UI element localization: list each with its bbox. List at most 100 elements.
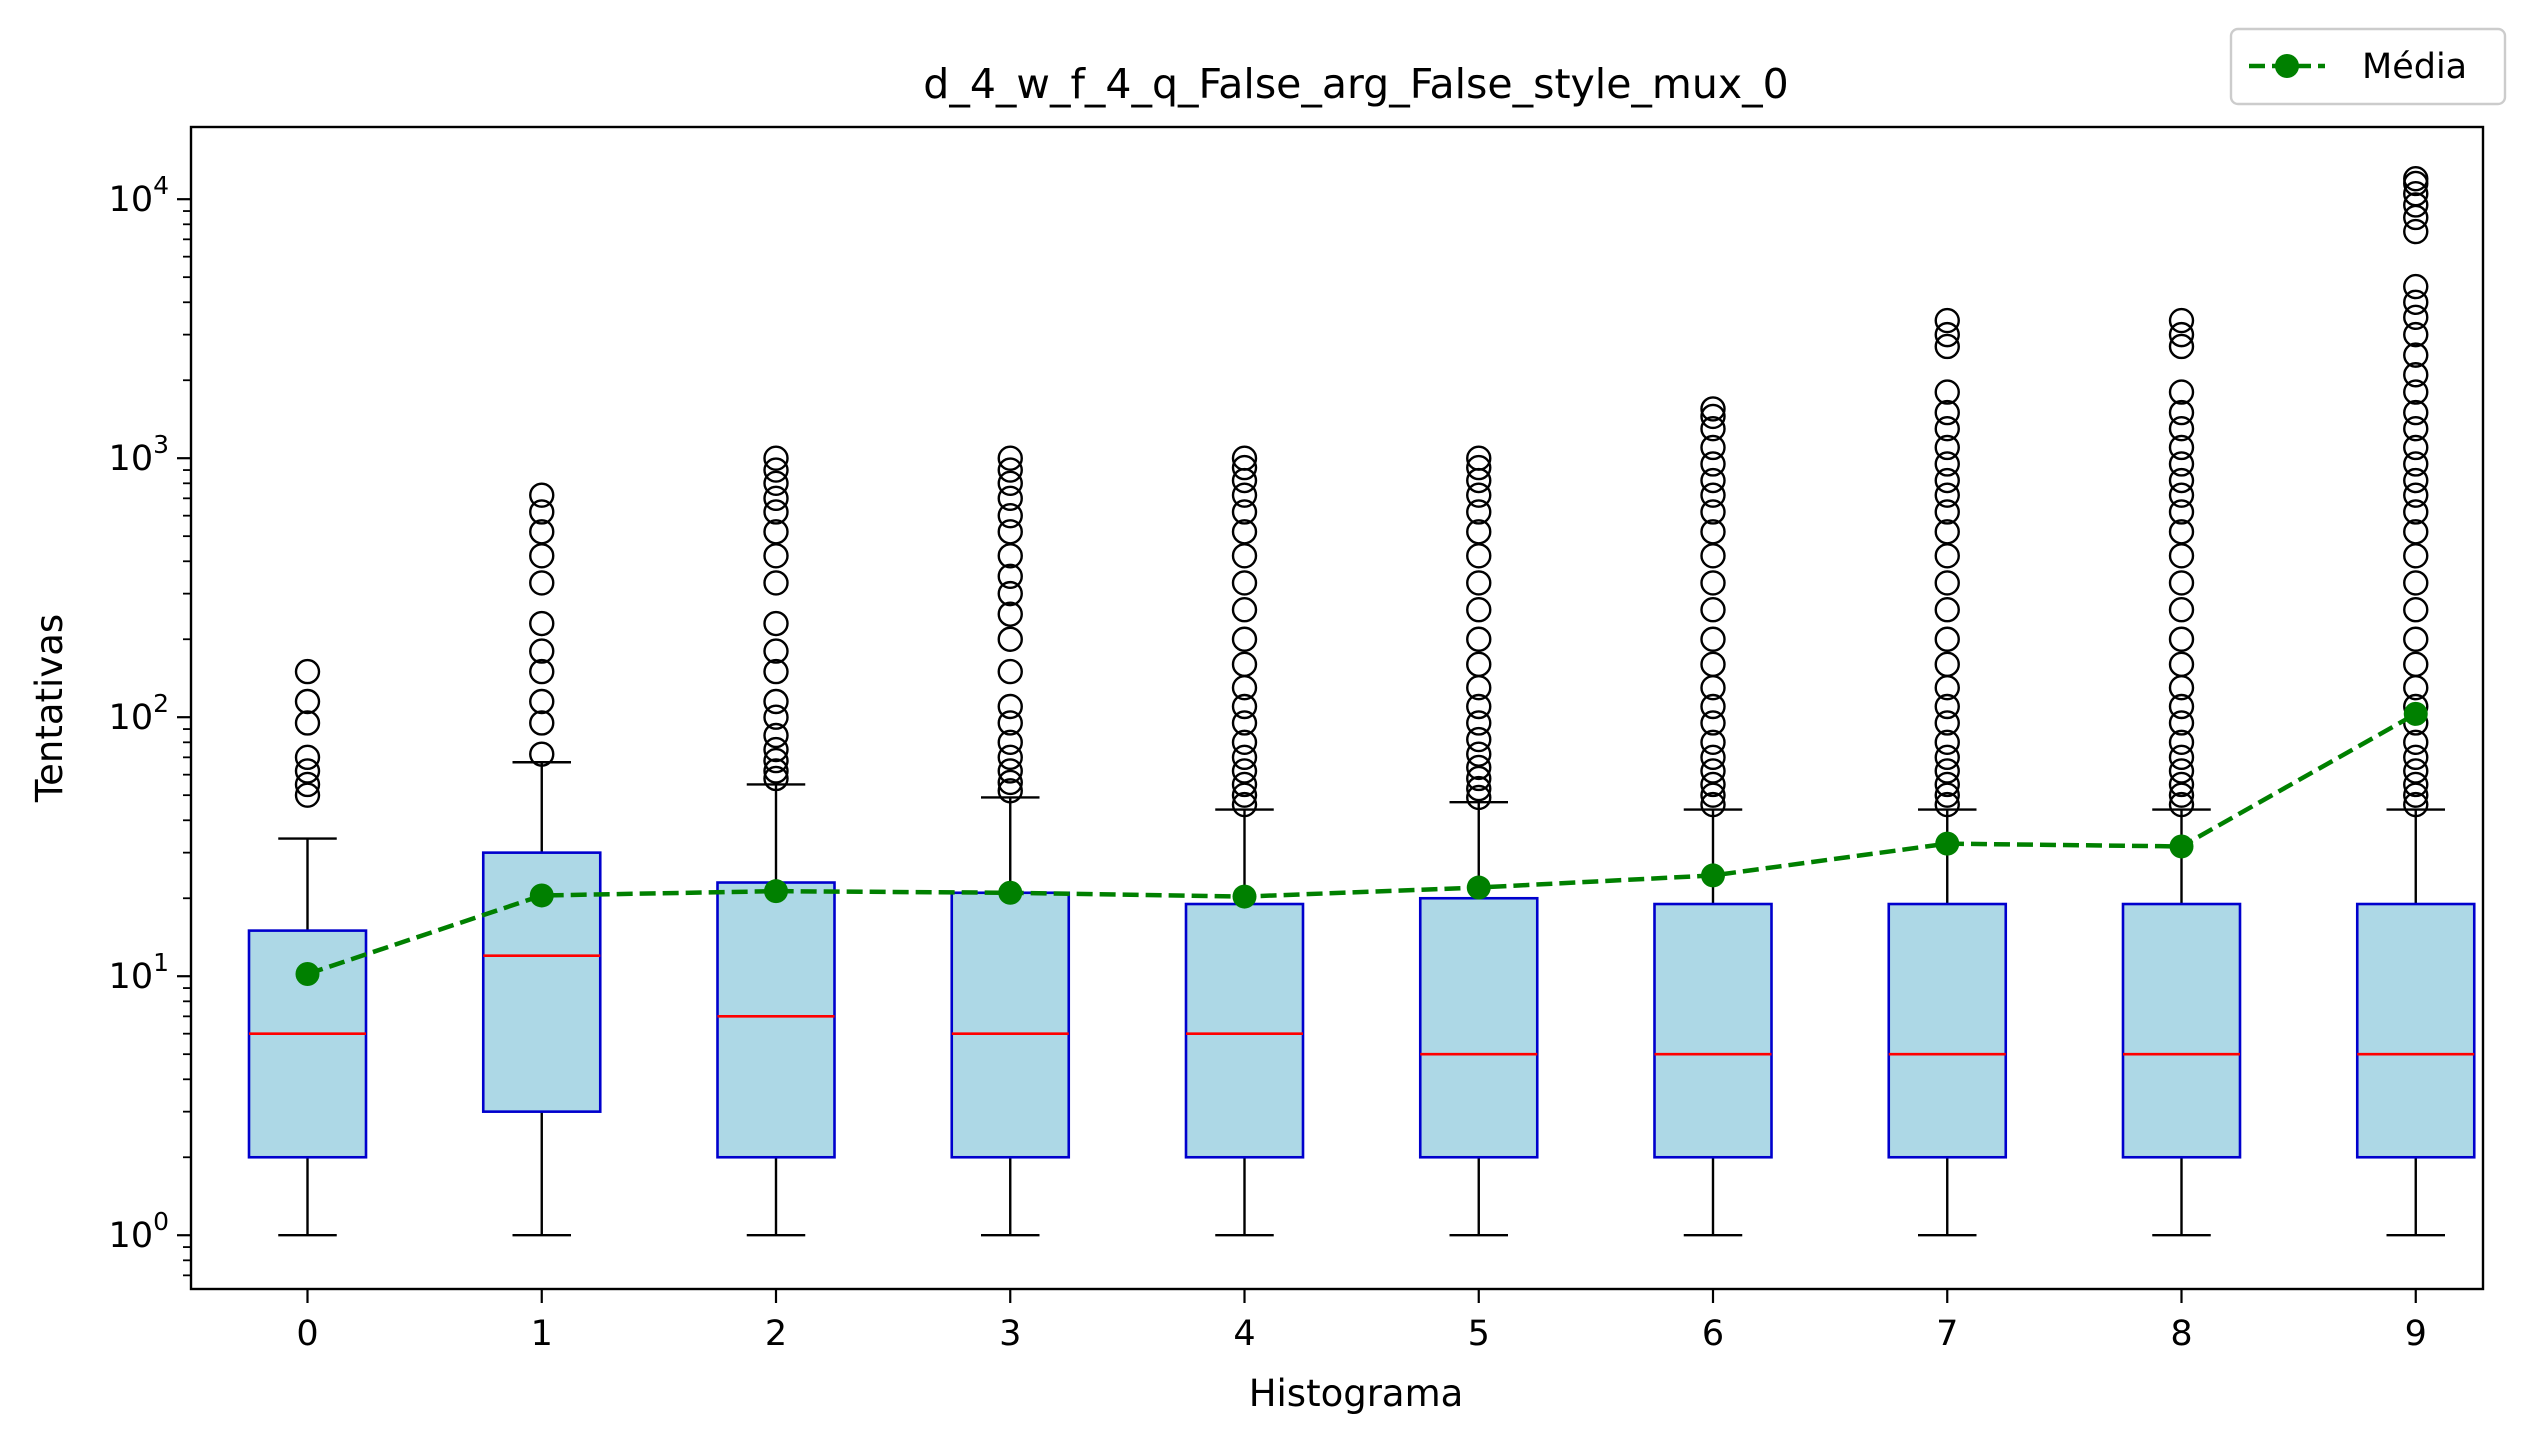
flier-point <box>997 744 1023 771</box>
flier-point <box>529 482 555 508</box>
flier-point <box>1466 570 1492 596</box>
flier-point <box>1466 765 1492 792</box>
flier-point <box>1466 693 1492 720</box>
flier-point <box>2168 626 2195 652</box>
flier-point <box>1466 445 1492 471</box>
flier-point <box>1700 626 1726 652</box>
y-tick-base: 10 <box>109 698 154 738</box>
mean-point <box>1935 831 1960 856</box>
flier-point <box>763 485 789 512</box>
flier-point <box>763 638 789 664</box>
flier-point <box>1700 758 1726 784</box>
box-body <box>716 881 836 1159</box>
flier-point <box>2168 434 2195 461</box>
flier-point <box>1466 726 1492 753</box>
y-tick-exponent: 1 <box>153 948 169 977</box>
mean-point <box>998 880 1023 905</box>
flier-point <box>763 519 789 545</box>
flier-point <box>294 658 321 685</box>
y-minor-ticks <box>183 210 191 1277</box>
flier-point <box>763 747 789 774</box>
flier-point <box>2403 399 2429 426</box>
flier-point <box>763 704 789 730</box>
flier-point <box>2403 467 2429 494</box>
flier-point <box>763 758 789 784</box>
flier-point <box>997 485 1023 512</box>
flier-point <box>2403 597 2429 623</box>
x-tick-label: 5 <box>1468 1314 1490 1354</box>
y-tick-exponent: 2 <box>153 689 169 718</box>
mean-point <box>2403 701 2428 726</box>
flier-point <box>2403 342 2429 368</box>
flier-point <box>2403 218 2429 245</box>
flier-point <box>997 626 1023 652</box>
flier-point <box>1700 519 1726 545</box>
flier-point <box>997 658 1023 685</box>
flier-point <box>997 769 1023 796</box>
flier-point <box>2168 399 2195 426</box>
flier-point <box>1700 482 1726 508</box>
flier-point <box>1700 396 1726 422</box>
flier-point <box>294 758 321 784</box>
flier-point <box>2403 273 2429 300</box>
flier-point <box>2403 165 2429 192</box>
flier-point <box>1231 729 1258 756</box>
y-tick-label: 102 <box>109 689 169 738</box>
flier-point <box>2168 744 2195 771</box>
flier-point <box>2168 467 2195 494</box>
flier-point <box>1700 434 1726 461</box>
flier-point <box>2403 626 2429 652</box>
box-body <box>2355 902 2476 1159</box>
flier-point <box>2168 321 2195 348</box>
flier-point <box>1466 651 1492 678</box>
flier-point <box>1466 626 1492 652</box>
flier-point <box>2403 519 2429 545</box>
flier-point <box>2168 519 2195 545</box>
y-tick-base: 10 <box>109 1216 154 1256</box>
flier-point <box>997 502 1023 529</box>
flier-point <box>997 601 1023 627</box>
box-body <box>1887 902 2008 1159</box>
flier-point <box>1700 467 1726 494</box>
flier-point <box>2403 304 2429 330</box>
flier-point <box>1934 771 1960 798</box>
flier-point <box>1934 499 1960 525</box>
flier-point <box>2403 499 2429 525</box>
flier-point <box>1231 597 1258 623</box>
flier-point <box>1934 626 1960 652</box>
flier-point <box>1466 499 1492 525</box>
flier-point <box>1934 758 1960 784</box>
flier-point <box>1934 451 1960 477</box>
flier-point <box>1231 791 1258 818</box>
flier-point <box>1231 758 1258 784</box>
flier-point <box>1934 434 1960 461</box>
flier-point <box>1934 519 1960 545</box>
flier-point <box>294 744 321 771</box>
box-body <box>1184 902 1305 1159</box>
legend-frame <box>2229 27 2507 106</box>
flier-point <box>1231 771 1258 798</box>
flier-point <box>1700 451 1726 477</box>
flier-point <box>1934 321 1960 348</box>
mean-point <box>1232 884 1257 909</box>
flier-point <box>529 710 555 736</box>
flier-point <box>2403 379 2429 405</box>
flier-point <box>763 445 789 471</box>
flier-point <box>294 688 321 715</box>
y-tick-label: 101 <box>109 948 169 997</box>
flier-point <box>2403 651 2429 678</box>
flier-point <box>2168 307 2195 334</box>
flier-point <box>2403 362 2429 388</box>
y-tick-base: 10 <box>109 957 154 997</box>
mean-point <box>295 961 320 986</box>
y-tick-exponent: 4 <box>153 171 169 200</box>
flier-point <box>2403 415 2429 442</box>
flier-point <box>1934 744 1960 771</box>
flier-point <box>1466 597 1492 623</box>
flier-point <box>1231 693 1258 720</box>
flier-point <box>1466 482 1492 508</box>
flier-point <box>294 771 321 798</box>
